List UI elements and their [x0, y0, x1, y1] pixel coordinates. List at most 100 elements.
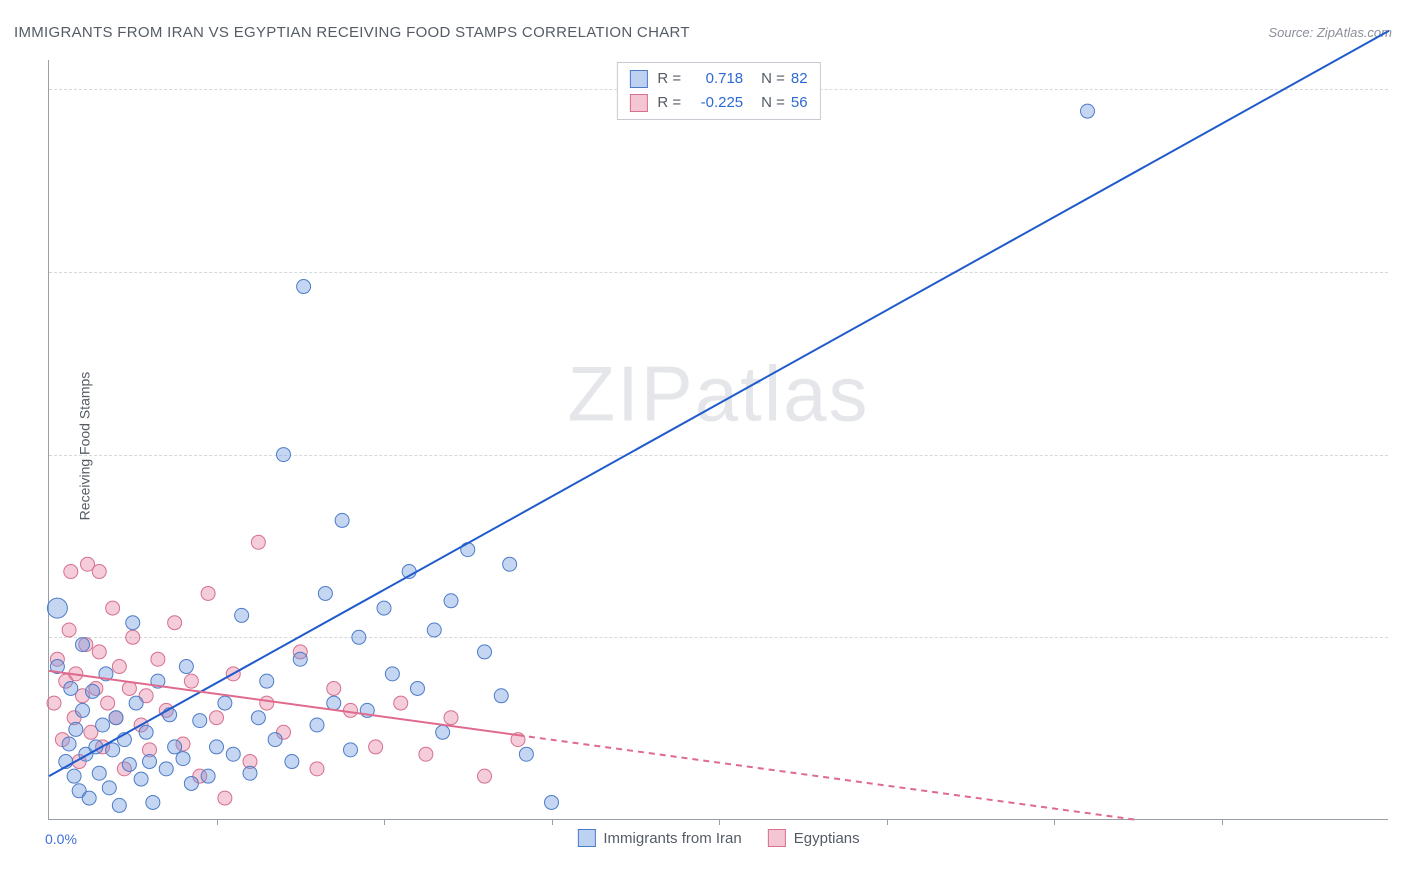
scatter-point [122, 757, 136, 771]
scatter-point [64, 681, 78, 695]
scatter-point [62, 737, 76, 751]
scatter-point [411, 681, 425, 695]
scatter-point [318, 586, 332, 600]
scatter-point [82, 791, 96, 805]
scatter-point [545, 795, 559, 809]
scatter-point [96, 718, 110, 732]
scatter-point [419, 747, 433, 761]
scatter-point [176, 752, 190, 766]
x-tick [552, 819, 553, 825]
chart-title: IMMIGRANTS FROM IRAN VS EGYPTIAN RECEIVI… [14, 24, 690, 41]
scatter-point [86, 684, 100, 698]
scatter-point [179, 660, 193, 674]
scatter-point [193, 714, 207, 728]
x-tick [1054, 819, 1055, 825]
scatter-point [201, 769, 215, 783]
scatter-point [235, 608, 249, 622]
scatter-point [327, 681, 341, 695]
scatter-point [243, 766, 257, 780]
scatter-point [369, 740, 383, 754]
scatter-point [102, 781, 116, 795]
source-prefix: Source: [1268, 25, 1316, 40]
scatter-point [344, 743, 358, 757]
scatter-point [310, 718, 324, 732]
scatter-point [146, 795, 160, 809]
scatter-point [277, 448, 291, 462]
scatter-point [503, 557, 517, 571]
scatter-point [444, 594, 458, 608]
scatter-point [427, 623, 441, 637]
n-label-2: N = [761, 91, 785, 115]
scatter-point [494, 689, 508, 703]
series-legend-item-2: Egyptians [768, 829, 860, 847]
scatter-point [260, 696, 274, 710]
scatter-point [139, 725, 153, 739]
scatter-point [168, 740, 182, 754]
scatter-point [64, 565, 78, 579]
series-legend-item-1: Immigrants from Iran [577, 829, 741, 847]
scatter-point [352, 630, 366, 644]
scatter-point [92, 565, 106, 579]
n-value-2: 56 [791, 91, 808, 115]
source-name: ZipAtlas.com [1317, 25, 1392, 40]
swatch-blue-icon [629, 70, 647, 88]
chart-plot-area: ZIPatlas 12.5%25.0%37.5%50.0% 0.0% 80.0%… [48, 60, 1388, 820]
scatter-point [260, 674, 274, 688]
scatter-point [461, 543, 475, 557]
scatter-plot-svg [49, 60, 1388, 819]
source-attribution: Source: ZipAtlas.com [1268, 25, 1392, 40]
scatter-point [377, 601, 391, 615]
scatter-point [109, 711, 123, 725]
n-label-1: N = [761, 67, 785, 91]
r-value-1: 0.718 [687, 67, 743, 91]
scatter-point [335, 513, 349, 527]
swatch-blue-icon [577, 829, 595, 847]
scatter-point [478, 769, 492, 783]
scatter-point [184, 674, 198, 688]
scatter-point [327, 696, 341, 710]
scatter-point [226, 747, 240, 761]
scatter-point [385, 667, 399, 681]
scatter-point [184, 776, 198, 790]
scatter-point [210, 740, 224, 754]
scatter-point [47, 598, 67, 618]
scatter-point [519, 747, 533, 761]
scatter-point [218, 696, 232, 710]
scatter-point [112, 798, 126, 812]
scatter-point [69, 722, 83, 736]
scatter-point [106, 743, 120, 757]
scatter-point [297, 280, 311, 294]
n-value-1: 82 [791, 67, 808, 91]
scatter-point [76, 638, 90, 652]
swatch-pink-icon [768, 829, 786, 847]
r-value-2: -0.225 [687, 91, 743, 115]
scatter-point [101, 696, 115, 710]
scatter-point [251, 535, 265, 549]
scatter-point [201, 586, 215, 600]
x-tick [719, 819, 720, 825]
regression-line [49, 31, 1389, 776]
scatter-point [285, 755, 299, 769]
scatter-point [251, 711, 265, 725]
scatter-point [126, 616, 140, 630]
scatter-point [106, 601, 120, 615]
x-tick [384, 819, 385, 825]
scatter-point [168, 616, 182, 630]
scatter-point [62, 623, 76, 637]
scatter-point [67, 769, 81, 783]
scatter-point [126, 630, 140, 644]
series-1-label: Immigrants from Iran [603, 830, 741, 847]
header-row: IMMIGRANTS FROM IRAN VS EGYPTIAN RECEIVI… [14, 24, 1392, 41]
swatch-pink-icon [629, 94, 647, 112]
scatter-point [344, 703, 358, 717]
x-axis-start-label: 0.0% [45, 831, 77, 847]
scatter-point [159, 762, 173, 776]
scatter-point [143, 755, 157, 769]
scatter-point [129, 696, 143, 710]
r-label-2: R = [657, 91, 681, 115]
x-tick [217, 819, 218, 825]
scatter-point [134, 772, 148, 786]
scatter-point [151, 652, 165, 666]
scatter-point [268, 733, 282, 747]
regression-line [518, 735, 1138, 820]
